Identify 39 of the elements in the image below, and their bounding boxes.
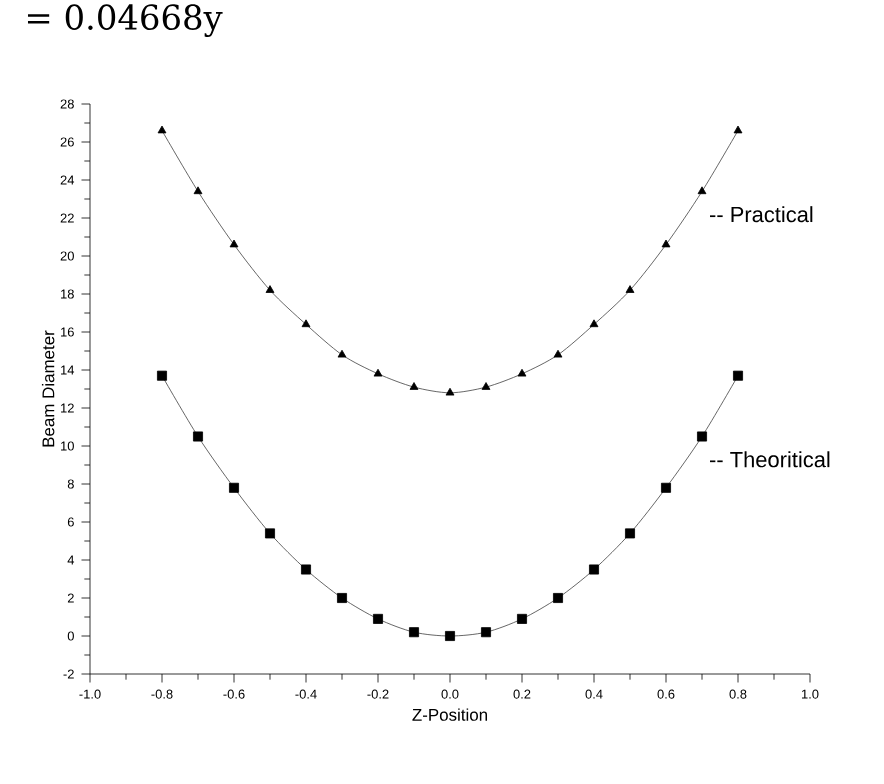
- point: [193, 431, 203, 442]
- point: [157, 125, 167, 134]
- point: [229, 239, 239, 248]
- point: [337, 349, 347, 358]
- point: [373, 368, 383, 377]
- point: [697, 186, 707, 195]
- point: [625, 528, 635, 539]
- point: [589, 564, 599, 575]
- series-label: -- Theoritical: [710, 451, 830, 468]
- point: [445, 631, 455, 641]
- point: [481, 382, 491, 390]
- point: [409, 627, 419, 638]
- point: [733, 125, 743, 134]
- point: [229, 482, 239, 493]
- point: [337, 593, 347, 603]
- point: [301, 564, 311, 575]
- point: [373, 613, 383, 624]
- text: = 0.04668y: [27, 4, 223, 38]
- point: [481, 627, 491, 638]
- point: [265, 528, 275, 539]
- point: [661, 482, 671, 493]
- point: [553, 349, 563, 358]
- point: [697, 431, 707, 442]
- point: [301, 319, 311, 328]
- point: [517, 368, 527, 377]
- point: [589, 319, 599, 328]
- point: [733, 370, 743, 381]
- x-axis-title: Z-Position: [412, 708, 488, 721]
- point: [265, 285, 275, 293]
- point: [445, 387, 455, 396]
- point: [157, 370, 167, 381]
- point: [193, 186, 203, 195]
- point: [553, 593, 563, 603]
- point: [517, 613, 527, 624]
- series-label: -- Practical: [710, 206, 813, 223]
- point: [625, 285, 635, 293]
- point: [409, 382, 419, 390]
- point: [661, 239, 671, 248]
- y-axis-title: Beam Diameter: [41, 330, 55, 447]
